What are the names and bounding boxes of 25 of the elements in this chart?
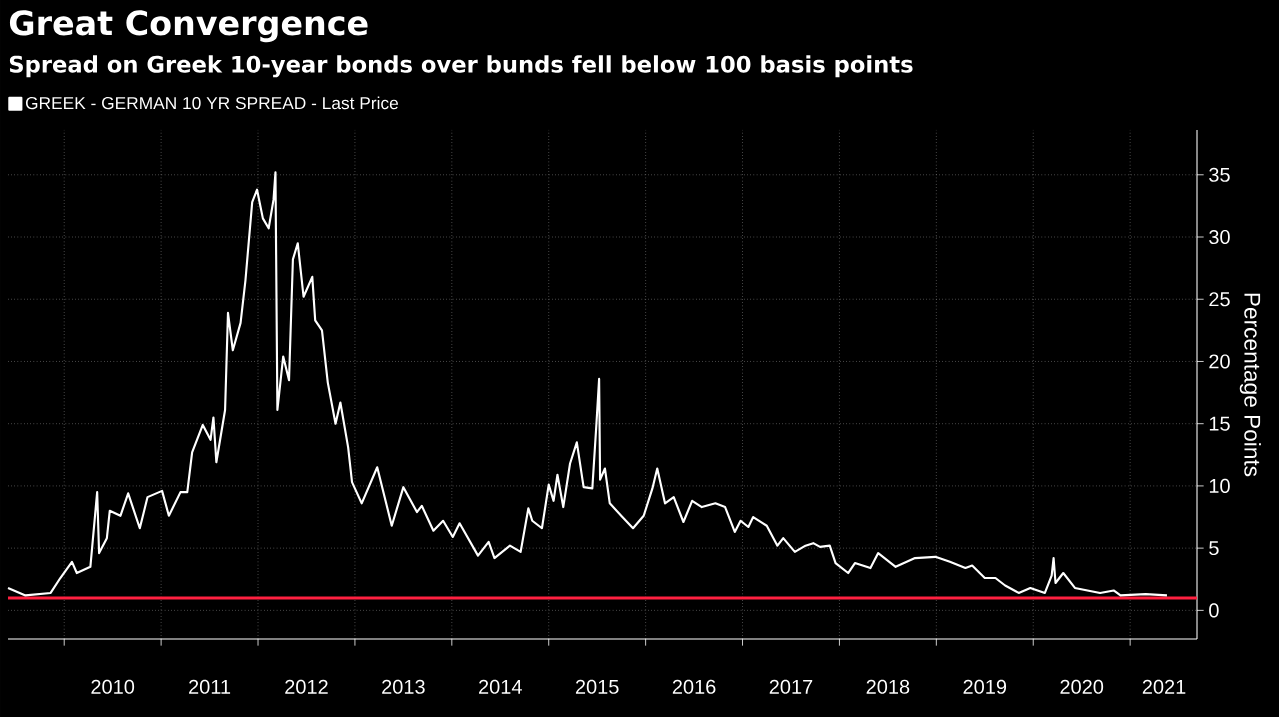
x-tick-label: 2021	[1142, 679, 1186, 694]
x-tick-label: 2010	[91, 679, 135, 694]
y-tick-label: 35	[1209, 167, 1230, 182]
y-axis-title: Percentage Points	[1239, 293, 1261, 477]
x-tick-label: 2019	[963, 679, 1007, 694]
y-tick-label: 5	[1209, 541, 1219, 556]
x-tick-label: 2016	[672, 679, 716, 694]
x-tick-label: 2014	[479, 679, 522, 694]
y-tick-label: 30	[1209, 229, 1230, 245]
x-tick-label: 2015	[575, 679, 619, 694]
y-tick-label: 15	[1209, 416, 1230, 431]
x-tick-label: 2017	[769, 679, 813, 694]
y-tick-label: 0	[1209, 603, 1219, 618]
legend-label: GREEK - GERMAN 10 YR SPREAD - Last Price	[25, 96, 398, 110]
y-tick-label: 10	[1209, 478, 1230, 493]
x-tick-label: 2012	[285, 679, 328, 694]
x-tick-label: 2020	[1060, 679, 1104, 694]
chart-title: Great Convergence	[9, 10, 368, 43]
x-tick-label: 2013	[382, 679, 425, 694]
y-tick-label: 25	[1209, 292, 1230, 307]
line-series	[6, 171, 1169, 597]
chart-subtitle: Spread on Greek 10-year bonds over bunds fell below 100 basis points	[9, 55, 913, 78]
x-tick-label: 2018	[866, 679, 910, 694]
y-tick-label: 20	[1209, 354, 1230, 369]
x-tick-label: 2011	[189, 679, 231, 694]
